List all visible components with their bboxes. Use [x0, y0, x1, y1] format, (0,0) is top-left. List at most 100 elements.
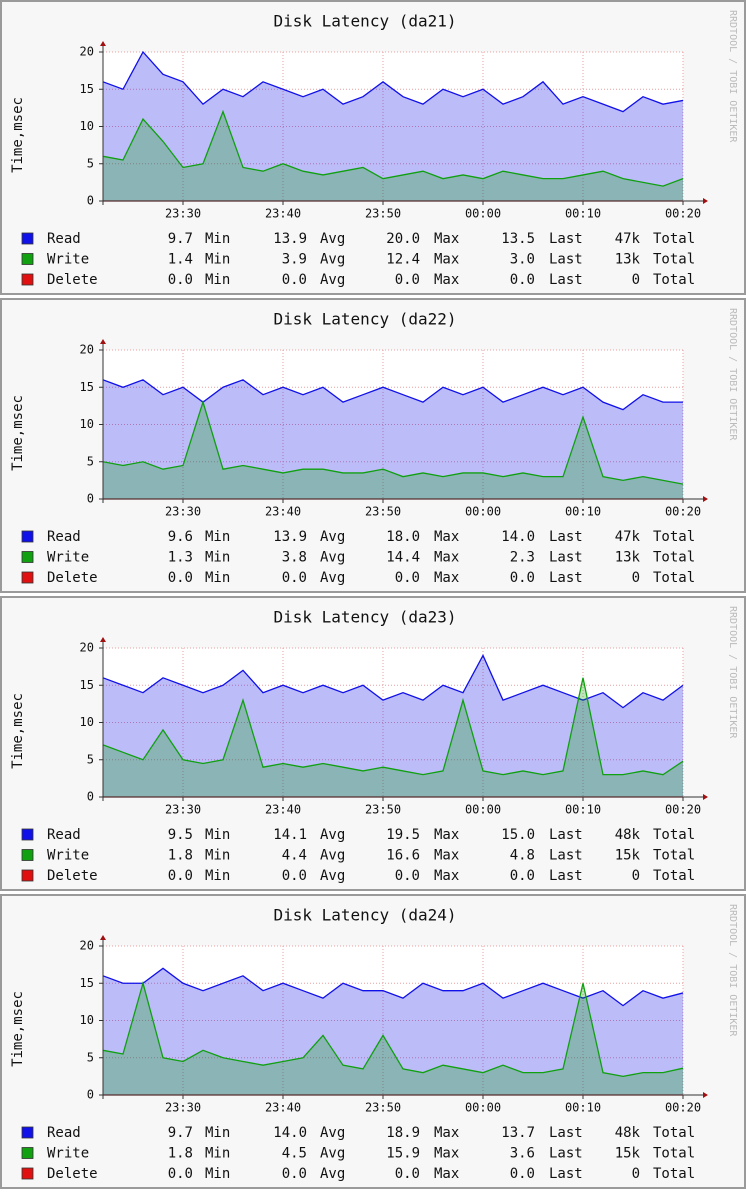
stat-value: 18.0 — [386, 529, 420, 545]
stat-name: Max — [434, 868, 459, 884]
x-tick-label: 23:40 — [265, 207, 301, 221]
stat-value: 48k — [615, 1125, 641, 1141]
stat-name: Avg — [320, 252, 345, 268]
stat-value: 0.0 — [168, 868, 193, 884]
y-tick-label: 0 — [87, 1088, 94, 1102]
watermark: RRDTOOL / TOBI OETIKER — [727, 606, 738, 739]
y-axis-label: Time,msec — [10, 395, 26, 471]
x-tick-label: 00:20 — [665, 803, 701, 817]
legend-label: Write — [47, 252, 89, 268]
legend-swatch — [21, 571, 34, 584]
stat-name: Min — [205, 1125, 230, 1141]
x-axis-arrow — [703, 1092, 708, 1098]
series-area — [103, 379, 683, 499]
y-axis-arrow — [100, 637, 106, 642]
y-axis-label: Time,msec — [10, 991, 26, 1067]
stat-value: 0.0 — [395, 272, 420, 288]
legend-label: Write — [47, 1146, 89, 1162]
y-tick-label: 5 — [87, 454, 94, 468]
legend-swatch — [21, 530, 34, 543]
stat-name: Total — [653, 1146, 695, 1162]
stat-name: Last — [549, 252, 583, 268]
stat-value: 4.5 — [282, 1146, 307, 1162]
x-tick-label: 23:40 — [265, 1101, 301, 1115]
stat-value: 1.8 — [168, 1146, 193, 1162]
legend-label: Read — [47, 827, 81, 843]
stat-value: 2.3 — [510, 550, 535, 566]
stat-value: 19.5 — [386, 827, 420, 843]
stat-name: Last — [549, 1166, 583, 1182]
stat-value: 0.0 — [510, 868, 535, 884]
x-tick-label: 23:50 — [365, 1101, 401, 1115]
stat-value: 14.0 — [501, 529, 535, 545]
legend-label: Write — [47, 848, 89, 864]
x-tick-label: 00:00 — [465, 505, 501, 519]
legend-swatch — [21, 869, 34, 882]
legend-label: Read — [47, 529, 81, 545]
stat-name: Last — [549, 827, 583, 843]
stat-value: 0.0 — [510, 570, 535, 586]
series-area — [103, 677, 683, 797]
legend-swatch — [21, 232, 34, 245]
stat-name: Last — [549, 272, 583, 288]
watermark: RRDTOOL / TOBI OETIKER — [727, 308, 738, 441]
stat-value: 47k — [615, 231, 641, 247]
x-tick-label: 00:00 — [465, 1101, 501, 1115]
stat-value: 15k — [615, 1146, 641, 1162]
stat-value: 0.0 — [282, 570, 307, 586]
y-tick-label: 15 — [80, 82, 94, 96]
legend-label: Write — [47, 550, 89, 566]
stat-value: 4.4 — [282, 848, 307, 864]
stat-value: 9.7 — [168, 1125, 193, 1141]
stat-name: Avg — [320, 529, 345, 545]
x-tick-label: 23:30 — [165, 207, 201, 221]
stat-name: Total — [653, 848, 695, 864]
y-tick-label: 5 — [87, 752, 94, 766]
stat-value: 1.4 — [168, 252, 193, 268]
stat-name: Max — [434, 1166, 459, 1182]
x-tick-label: 00:10 — [565, 1101, 601, 1115]
stat-name: Max — [434, 1146, 459, 1162]
legend-swatch — [21, 1147, 34, 1159]
legend-swatch — [21, 273, 34, 286]
legend-label: Delete — [47, 570, 98, 586]
stat-name: Min — [205, 1166, 230, 1182]
x-tick-label: 23:30 — [165, 803, 201, 817]
stat-value: 0.0 — [282, 868, 307, 884]
stat-value: 15.9 — [386, 1146, 420, 1162]
stat-name: Last — [549, 550, 583, 566]
stat-value: 0.0 — [168, 1166, 193, 1182]
y-tick-label: 0 — [87, 194, 94, 208]
series-line — [102, 109, 684, 187]
x-tick-label: 00:00 — [465, 207, 501, 221]
stat-name: Max — [434, 529, 459, 545]
y-axis-label: Time,msec — [10, 693, 26, 769]
stat-name: Last — [549, 868, 583, 884]
series-line — [102, 399, 684, 485]
stat-value: 4.8 — [510, 848, 535, 864]
stat-name: Min — [205, 272, 230, 288]
series-area — [103, 52, 683, 201]
stat-name: Last — [549, 848, 583, 864]
chart-panel: Disk Latency (da22) RRDTOOL / TOBI OETIKE… — [0, 298, 746, 593]
stat-value: 1.3 — [168, 550, 193, 566]
legend-label: Read — [47, 231, 81, 247]
y-axis-arrow — [100, 339, 106, 344]
stat-value: 3.6 — [510, 1146, 535, 1162]
legend-swatch — [21, 1167, 34, 1180]
stat-value: 0 — [632, 1166, 640, 1182]
legend-swatch — [21, 1126, 34, 1139]
x-tick-label: 23:30 — [165, 1101, 201, 1115]
stat-value: 0.0 — [168, 272, 193, 288]
x-axis-arrow — [703, 496, 708, 502]
stat-value: 13k — [615, 550, 641, 566]
x-tick-label: 00:10 — [565, 505, 601, 519]
y-axis-arrow — [100, 935, 106, 940]
stat-name: Total — [653, 827, 695, 843]
y-tick-label: 20 — [80, 343, 94, 357]
legend-swatch — [21, 551, 34, 563]
x-tick-label: 23:50 — [365, 505, 401, 519]
stat-name: Total — [653, 550, 695, 566]
stat-name: Total — [653, 272, 695, 288]
stat-value: 13k — [615, 252, 641, 268]
